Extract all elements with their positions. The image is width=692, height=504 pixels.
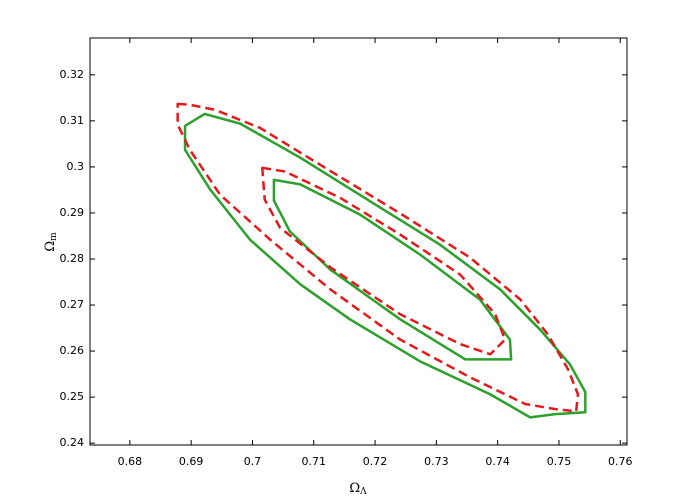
y-axis-label: Ωm (43, 232, 59, 252)
x-tick-label: 0.73 (424, 455, 449, 468)
contour-line (272, 178, 513, 361)
x-label-symbol: Ω (349, 481, 360, 496)
x-tick-label: 0.71 (302, 455, 327, 468)
y-tick-label: 0.3 (67, 160, 85, 173)
contour-line (183, 112, 587, 419)
y-tick-label: 0.26 (60, 344, 85, 357)
x-tick-label: 0.76 (608, 455, 633, 468)
y-tick-label: 0.25 (60, 390, 85, 403)
y-tick-label: 0.24 (60, 436, 85, 449)
y-tick-label: 0.29 (60, 206, 85, 219)
x-label-subscript: Λ (359, 487, 367, 497)
x-tick-label: 0.75 (547, 455, 572, 468)
x-tick-label: 0.7 (244, 455, 262, 468)
x-tick-label: 0.72 (363, 455, 388, 468)
contour-line (176, 102, 580, 413)
y-label-subscript: m (49, 232, 59, 241)
y-tick-label: 0.32 (60, 68, 85, 81)
x-tick-label: 0.74 (485, 455, 510, 468)
contour-line (261, 166, 507, 356)
x-axis-label: ΩΛ (349, 481, 367, 497)
plot-frame (89, 37, 628, 446)
y-tick-label: 0.31 (60, 114, 85, 127)
y-label-symbol: Ω (43, 241, 58, 252)
x-tick-label: 0.69 (179, 455, 204, 468)
x-tick-label: 0.68 (118, 455, 143, 468)
y-tick-label: 0.27 (60, 298, 85, 311)
y-tick-label: 0.28 (60, 252, 85, 265)
